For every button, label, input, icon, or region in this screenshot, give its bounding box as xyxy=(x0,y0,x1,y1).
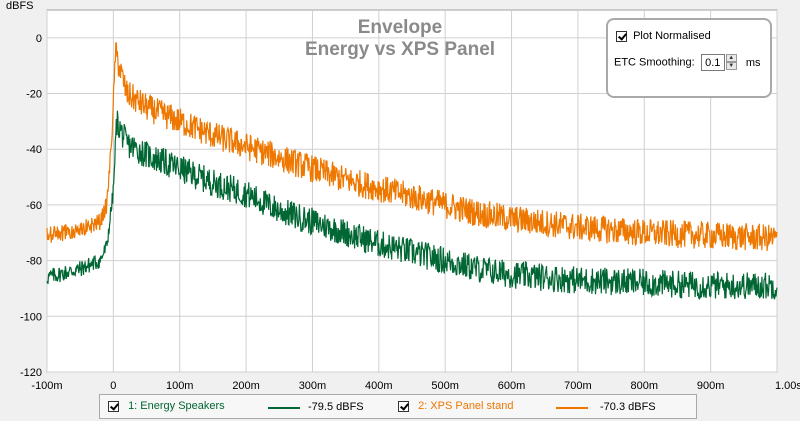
legend-series-2-value: -70.3 dBFS xyxy=(600,401,656,413)
legend-series-2-name: 2: XPS Panel stand xyxy=(418,400,514,413)
series-line-2 xyxy=(46,42,778,252)
plot-normalised-label: Plot Normalised xyxy=(633,30,711,43)
x-tick-label: 200m xyxy=(232,380,260,392)
x-tick-label: 900m xyxy=(697,380,725,392)
etc-smoothing-input[interactable]: 0.1 xyxy=(700,54,725,71)
plot-normalised-row[interactable]: Plot Normalised xyxy=(616,30,711,42)
x-tick-label: 800m xyxy=(631,380,659,392)
y-tick-label: -20 xyxy=(26,89,42,101)
x-tick-label: 600m xyxy=(498,380,526,392)
y-tick-label: 0 xyxy=(36,33,42,45)
settings-panel: Plot Normalised ETC Smoothing: 0.1 ▲ ▼ ms xyxy=(606,18,772,98)
y-tick-label: -80 xyxy=(26,256,42,268)
series-layer xyxy=(46,42,778,301)
legend-series-1-value: -79.5 dBFS xyxy=(308,401,364,413)
legend: 1: Energy Speakers -79.5 dBFS 2: XPS Pan… xyxy=(99,394,697,419)
legend-item-xps-panel[interactable]: 2: XPS Panel stand xyxy=(398,400,513,412)
y-axis-ticks: 0 -20 -40 -60 -80 -100 -120 xyxy=(20,33,42,379)
chevron-up-icon[interactable]: ▲ xyxy=(725,54,737,62)
legend-item-energy-speakers[interactable]: 1: Energy Speakers xyxy=(108,400,225,412)
etc-smoothing-row: ETC Smoothing: 0.1 ▲ ▼ ms xyxy=(614,54,761,71)
x-tick-label: 500m xyxy=(431,380,459,392)
x-tick-label: 700m xyxy=(564,380,592,392)
series-line-1 xyxy=(46,110,778,301)
etc-smoothing-label: ETC Smoothing: xyxy=(614,56,695,69)
x-tick-label: -100m xyxy=(31,380,62,392)
x-tick-label: 1.00s xyxy=(775,380,800,392)
legend-series-2-swatch xyxy=(556,407,588,409)
y-axis-label: dBFS xyxy=(6,0,34,12)
series-2-checkbox[interactable] xyxy=(398,400,409,412)
etc-smoothing-unit: ms xyxy=(745,56,761,69)
x-axis-ticks: -100m 0 100m 200m 300m 400m 500m 600m 700m 800m 90… xyxy=(31,380,800,392)
x-tick-label: 300m xyxy=(299,380,327,392)
chart-subtitle: Energy vs XPS Panel xyxy=(305,39,495,60)
etc-smoothing-stepper[interactable]: ▲ ▼ xyxy=(725,54,737,71)
legend-series-1-swatch xyxy=(268,407,300,409)
y-tick-label: -100 xyxy=(20,311,42,323)
y-tick-label: -120 xyxy=(20,367,42,379)
y-tick-label: -60 xyxy=(26,200,42,212)
x-tick-label: 0 xyxy=(110,380,116,392)
legend-series-1-name: 1: Energy Speakers xyxy=(128,400,225,413)
series-1-checkbox[interactable] xyxy=(108,400,119,412)
plot-normalised-checkbox[interactable] xyxy=(616,30,627,42)
y-tick-label: -40 xyxy=(26,144,42,156)
x-tick-label: 100m xyxy=(166,380,194,392)
x-tick-label: 400m xyxy=(365,380,393,392)
chart-title: Envelope xyxy=(358,17,442,38)
chevron-down-icon[interactable]: ▼ xyxy=(725,62,737,70)
